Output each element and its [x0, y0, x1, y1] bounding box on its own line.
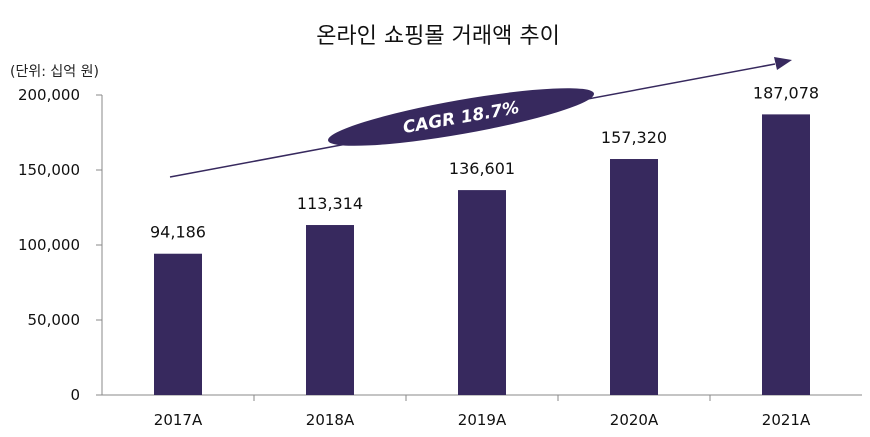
bar-2017A	[154, 253, 202, 395]
y-tick-label: 100,000	[18, 236, 80, 254]
data-label-2021A: 187,078	[753, 83, 819, 102]
bar-2020A	[610, 159, 658, 395]
chart-title: 온라인 쇼핑몰 거래액 추이	[316, 24, 560, 49]
bar-2019A	[458, 190, 506, 395]
x-tick-label: 2017A	[154, 411, 203, 429]
data-label-2020A: 157,320	[601, 128, 667, 147]
x-ticks: 2017A 2018A 2019A 2020A 2021A	[154, 395, 811, 429]
y-tick-label: 0	[70, 386, 80, 404]
y-tick-label: 200,000	[18, 86, 80, 104]
unit-label: (단위: 십억 원)	[10, 64, 99, 80]
y-ticks: 0 50,000 100,000 150,000 200,000	[18, 86, 102, 404]
bar-2021A	[762, 114, 810, 396]
x-tick-label: 2020A	[610, 411, 659, 429]
bar-2018A	[306, 225, 354, 395]
y-tick-label: 150,000	[18, 161, 80, 179]
bars	[154, 114, 810, 396]
y-tick-label: 50,000	[28, 311, 81, 329]
cagr-badge	[328, 88, 594, 146]
x-tick-label: 2018A	[306, 411, 355, 429]
data-label-2017A: 94,186	[150, 223, 206, 242]
trend-arrow-head	[774, 57, 792, 70]
data-labels: 94,186 113,314 136,601 157,320 187,078	[150, 83, 819, 241]
x-tick-label: 2021A	[762, 411, 811, 429]
data-label-2018A: 113,314	[297, 194, 363, 213]
x-tick-label: 2019A	[458, 411, 507, 429]
data-label-2019A: 136,601	[449, 159, 515, 178]
